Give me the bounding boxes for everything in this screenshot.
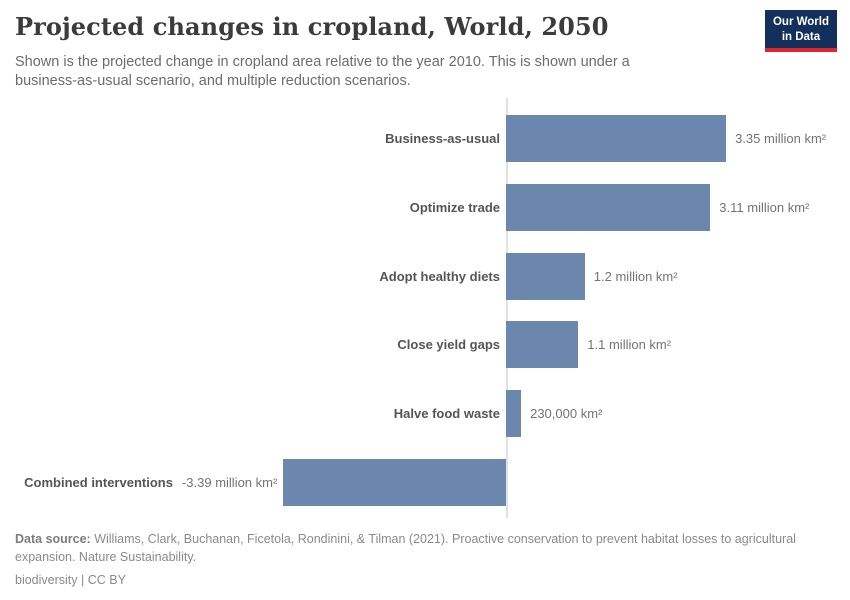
category-label: Combined interventions [24, 475, 173, 490]
category-label: Business-as-usual [385, 131, 500, 146]
bar[interactable] [506, 115, 727, 162]
negative-label-group: Combined interventions -3.39 million km² [24, 459, 277, 506]
owid-logo[interactable]: Our World in Data [764, 10, 837, 53]
owid-logo-line2: in Data [781, 30, 821, 43]
bar-row: Close yield gaps 1.1 million km² [0, 321, 850, 368]
bar[interactable] [283, 459, 506, 506]
bar-row: Optimize trade 3.11 million km² [0, 184, 850, 231]
category-label: Close yield gaps [397, 337, 500, 352]
category-label: Adopt healthy diets [379, 269, 500, 284]
page-title: Projected changes in cropland, World, 20… [15, 12, 609, 41]
value-label: -3.39 million km² [181, 475, 278, 490]
owid-logo-line1: Our World [772, 16, 829, 28]
bar[interactable] [506, 253, 585, 300]
value-label: 1.2 million km² [593, 269, 678, 284]
bar[interactable] [506, 390, 522, 437]
value-label: 3.35 million km² [735, 131, 827, 146]
datasource-line: Data source: Williams, Clark, Buchanan, … [15, 531, 830, 567]
chart-footer: Data source: Williams, Clark, Buchanan, … [15, 531, 830, 589]
datasource-text: Williams, Clark, Buchanan, Ficetola, Ron… [15, 532, 796, 564]
bar[interactable] [506, 184, 711, 231]
bar-row: Business-as-usual 3.35 million km² [0, 115, 850, 162]
datasource-label: Data source: [15, 532, 91, 546]
value-label: 230,000 km² [530, 406, 603, 421]
bar-row: Adopt healthy diets 1.2 million km² [0, 253, 850, 300]
bar[interactable] [506, 321, 579, 368]
chart-subtitle: Shown is the projected change in croplan… [15, 54, 630, 89]
license-line: biodiversity | CC BY [15, 572, 126, 587]
value-label: 3.11 million km² [719, 200, 810, 215]
bar-row: Halve food waste 230,000 km² [0, 390, 850, 437]
category-label: Optimize trade [409, 200, 500, 215]
bar-row: Combined interventions -3.39 million km² [0, 459, 850, 506]
bar-chart: Business-as-usual 3.35 million km² Optimiz… [0, 98, 850, 518]
category-label: Halve food waste [393, 406, 500, 421]
value-label: 1.1 million km² [587, 337, 672, 352]
zero-axis-line [506, 98, 508, 518]
